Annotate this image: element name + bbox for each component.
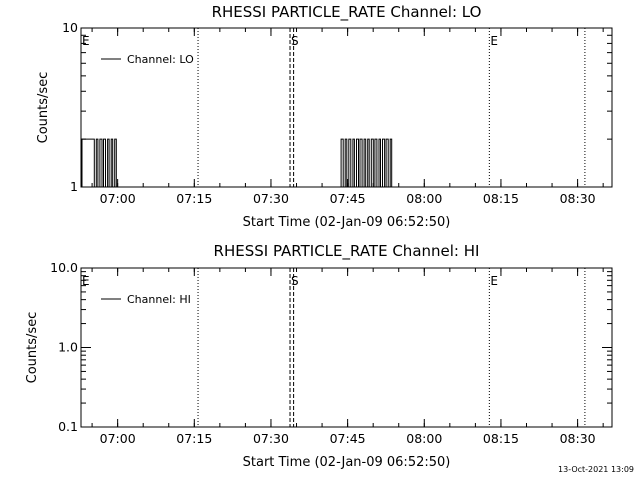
y-axis-label: Counts/sec	[25, 312, 40, 384]
x-axis-label: Start Time (02-Jan-09 06:52:50)	[243, 215, 451, 230]
x-axis-label: Start Time (02-Jan-09 06:52:50)	[243, 455, 451, 470]
series-line	[81, 138, 394, 188]
event-marker-label: E	[82, 274, 90, 288]
x-tick-label: 08:30	[560, 191, 596, 206]
event-marker-label: S	[291, 274, 299, 288]
y-axis-label: Counts/sec	[36, 72, 51, 144]
x-tick-label: 07:30	[253, 431, 289, 446]
x-tick-label: 07:45	[330, 431, 366, 446]
x-tick-label: 08:30	[560, 431, 596, 446]
x-tick-label: 07:00	[100, 191, 136, 206]
x-tick-label: 08:00	[406, 191, 442, 206]
x-tick-label: 08:00	[406, 431, 442, 446]
x-tick-label: 08:15	[483, 431, 519, 446]
footer-timestamp: 13-Oct-2021 13:09	[558, 465, 634, 474]
y-tick-label: 1	[70, 179, 78, 194]
event-marker-label: E	[490, 274, 498, 288]
y-tick-label: 10	[62, 20, 78, 35]
event-marker-label: E	[490, 34, 498, 48]
x-tick-label: 07:45	[330, 191, 366, 206]
chart-panel-1: RHESSI PARTICLE_RATE Channel: LO Start Ti…	[36, 3, 613, 230]
y-tick-label: 0.1	[58, 419, 78, 434]
x-tick-label: 07:15	[176, 191, 212, 206]
legend-label: Channel: LO	[127, 53, 194, 66]
y-tick-label: 10.0	[50, 260, 78, 275]
x-tick-label: 08:15	[483, 191, 519, 206]
y-tick-label: 1.0	[58, 340, 78, 355]
x-tick-label: 07:00	[100, 431, 136, 446]
event-marker-label: S	[291, 34, 299, 48]
chart-title: RHESSI PARTICLE_RATE Channel: HI	[214, 242, 480, 261]
x-tick-label: 07:15	[176, 431, 212, 446]
chart-panel-2: RHESSI PARTICLE_RATE Channel: HI Start Ti…	[25, 242, 613, 470]
x-tick-label: 07:30	[253, 191, 289, 206]
chart-title: RHESSI PARTICLE_RATE Channel: LO	[212, 3, 482, 22]
plot-frame	[80, 267, 613, 428]
legend-label: Channel: HI	[127, 293, 191, 306]
event-marker-label: E	[82, 34, 90, 48]
